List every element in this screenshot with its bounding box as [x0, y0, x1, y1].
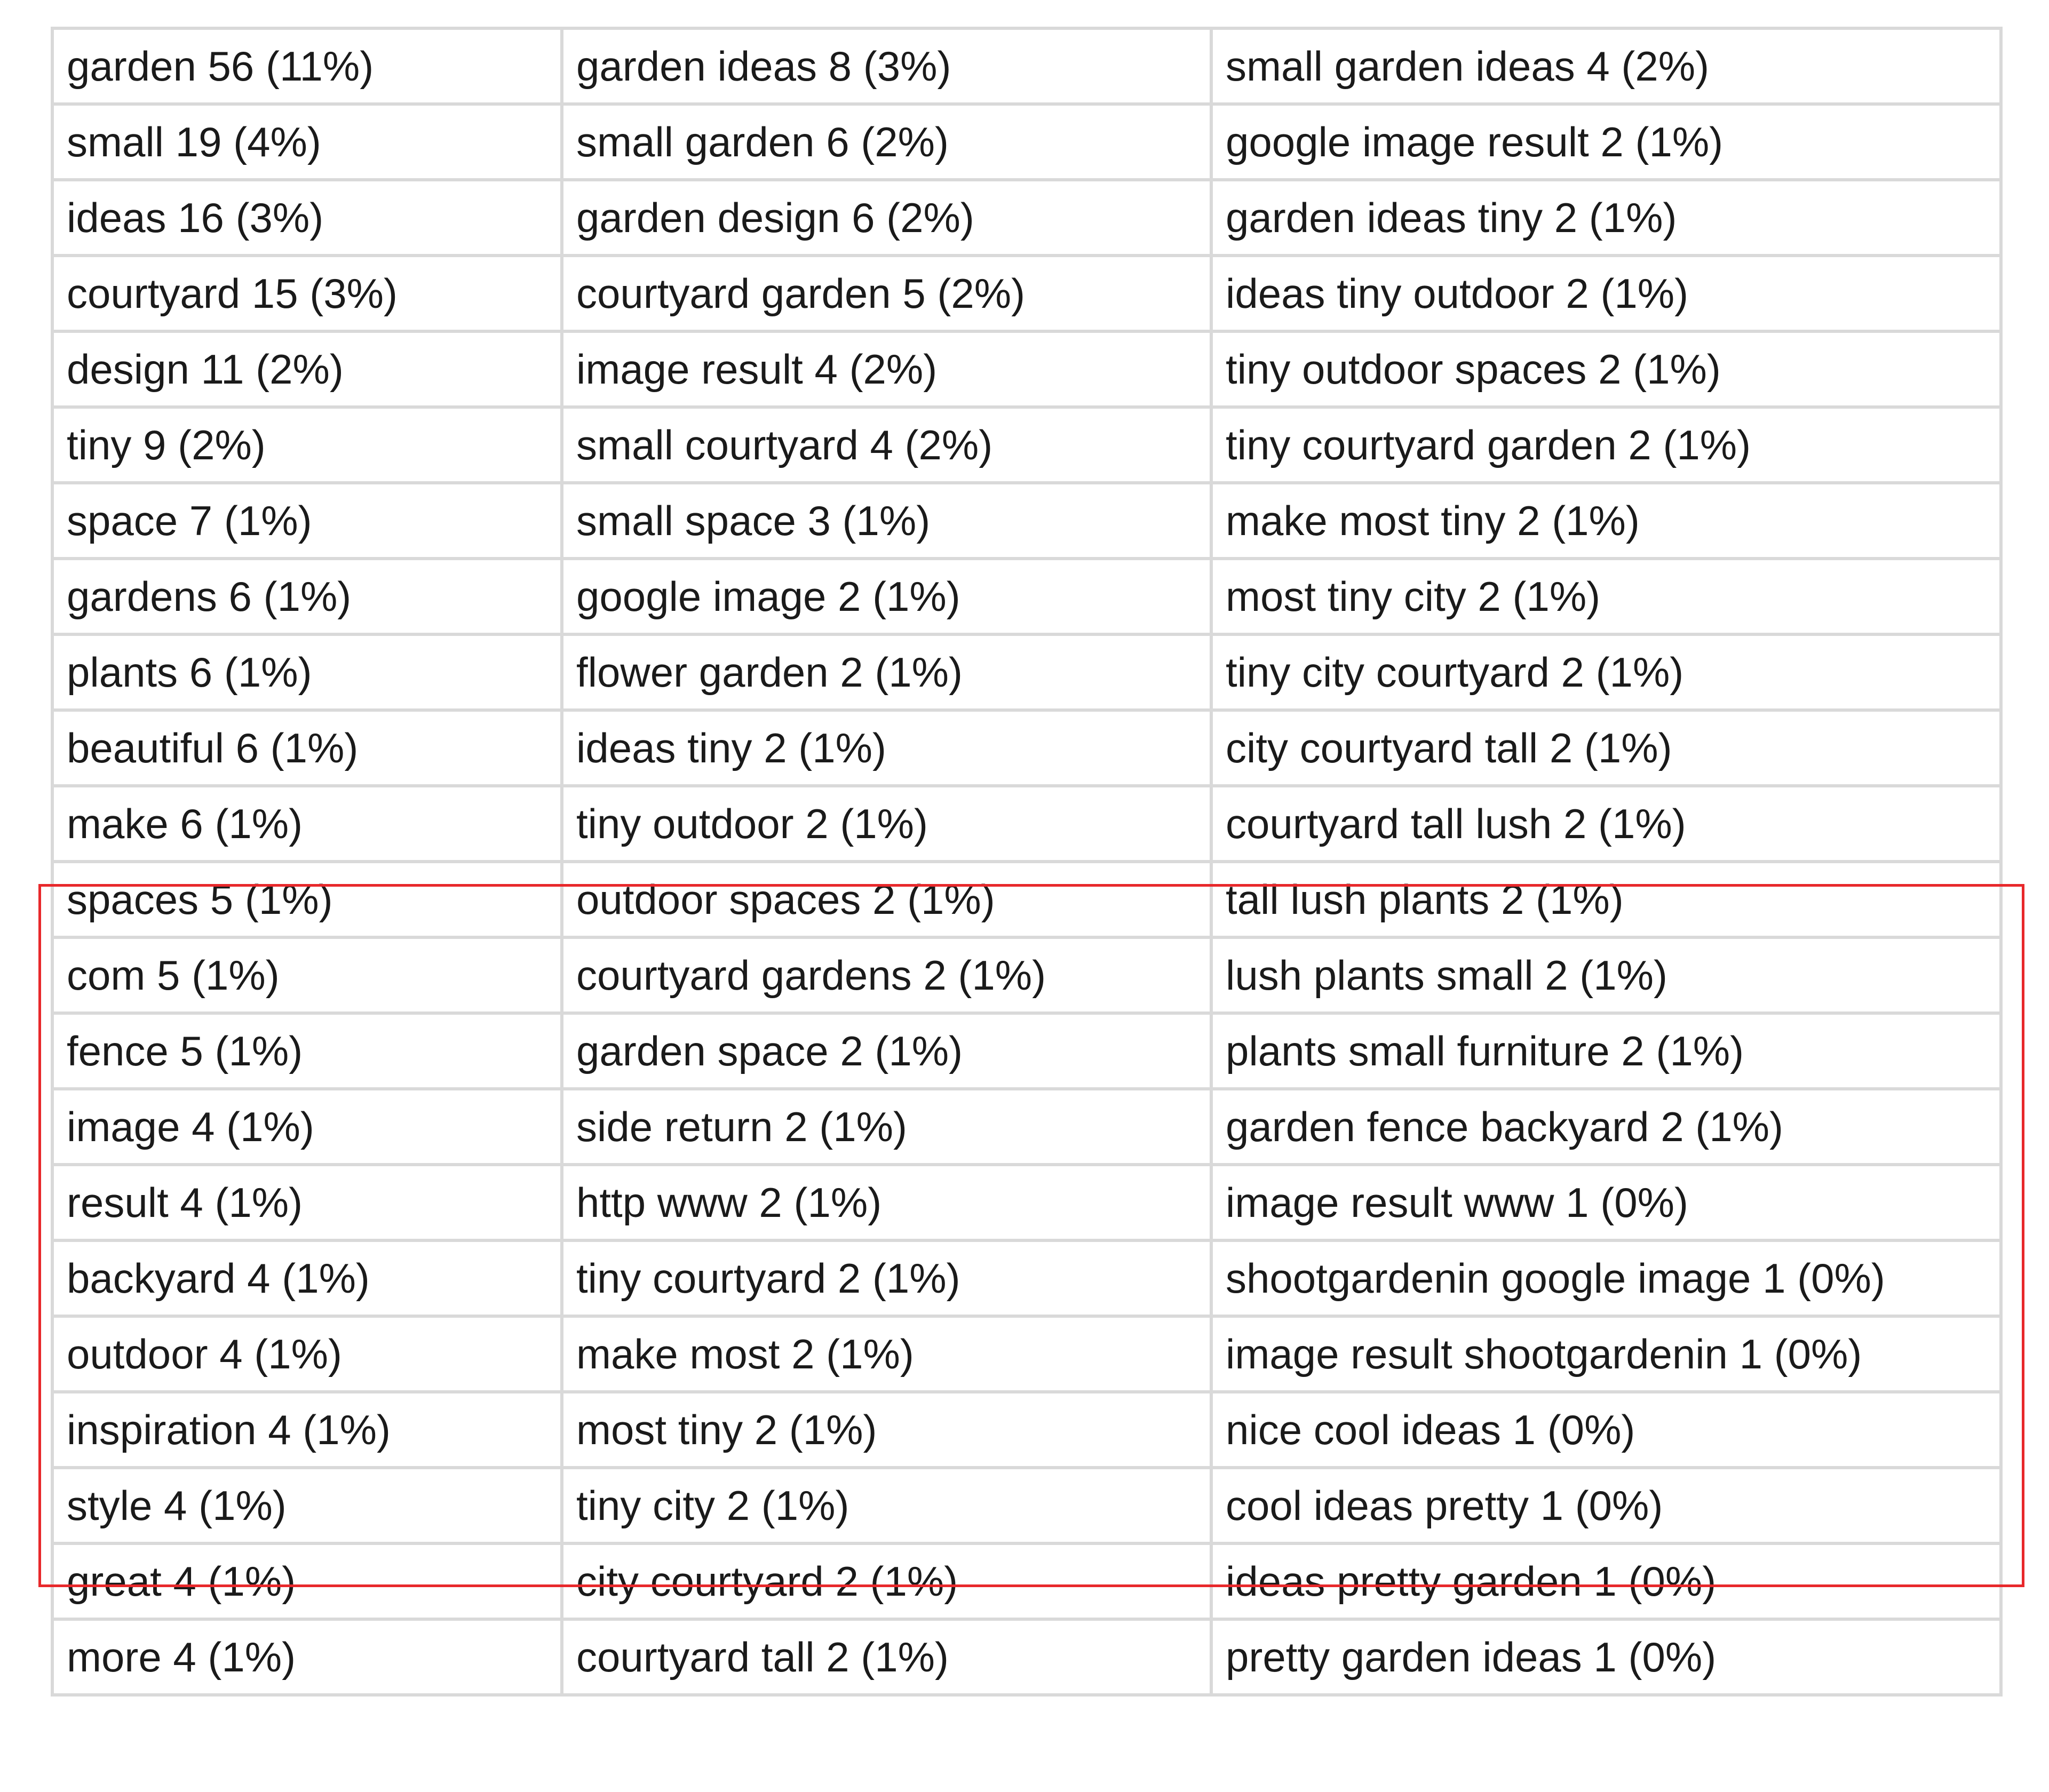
two-word-phrase-cell: http www 2 (1%)	[560, 1163, 1213, 1242]
table-row: more 4 (1%) courtyard tall 2 (1%) pretty g…	[51, 1618, 2003, 1697]
single-word-cell: outdoor 4 (1%)	[51, 1315, 563, 1393]
two-word-phrase-cell: tiny outdoor 2 (1%)	[560, 784, 1213, 863]
single-word-cell: plants 6 (1%)	[51, 633, 563, 712]
table-row: garden 56 (11%) garden ideas 8 (3%) small …	[51, 27, 2003, 106]
table-row: ideas 16 (3%) garden design 6 (2%) garden …	[51, 178, 2003, 257]
two-word-phrase-cell: courtyard gardens 2 (1%)	[560, 936, 1213, 1015]
three-word-phrase-cell: cool ideas pretty 1 (0%)	[1210, 1466, 2003, 1545]
single-word-cell: spaces 5 (1%)	[51, 860, 563, 939]
single-word-cell: inspiration 4 (1%)	[51, 1390, 563, 1469]
single-word-cell: fence 5 (1%)	[51, 1012, 563, 1090]
single-word-cell: com 5 (1%)	[51, 936, 563, 1015]
two-word-phrase-cell: garden space 2 (1%)	[560, 1012, 1213, 1090]
table-row: backyard 4 (1%) tiny courtyard 2 (1%) shoo…	[51, 1239, 2003, 1318]
two-word-phrase-cell: tiny courtyard 2 (1%)	[560, 1239, 1213, 1318]
single-word-cell: beautiful 6 (1%)	[51, 708, 563, 787]
two-word-phrase-cell: tiny city 2 (1%)	[560, 1466, 1213, 1545]
three-word-phrase-cell: image result www 1 (0%)	[1210, 1163, 2003, 1242]
three-word-phrase-cell: tiny city courtyard 2 (1%)	[1210, 633, 2003, 712]
table-row: style 4 (1%) tiny city 2 (1%) cool ideas p…	[51, 1466, 2003, 1545]
table-row: result 4 (1%) http www 2 (1%) image result…	[51, 1163, 2003, 1242]
two-word-phrase-cell: side return 2 (1%)	[560, 1087, 1213, 1166]
table-row: courtyard 15 (3%) courtyard garden 5 (2%)…	[51, 254, 2003, 333]
two-word-phrase-cell: ideas tiny 2 (1%)	[560, 708, 1213, 787]
three-word-phrase-cell: most tiny city 2 (1%)	[1210, 557, 2003, 636]
single-word-cell: garden 56 (11%)	[51, 27, 563, 106]
table-row: great 4 (1%) city courtyard 2 (1%) ideas p…	[51, 1542, 2003, 1621]
table-row: beautiful 6 (1%) ideas tiny 2 (1%) city co…	[51, 708, 2003, 787]
two-word-phrase-cell: small garden 6 (2%)	[560, 102, 1213, 181]
three-word-phrase-cell: garden fence backyard 2 (1%)	[1210, 1087, 2003, 1166]
two-word-phrase-cell: make most 2 (1%)	[560, 1315, 1213, 1393]
single-word-cell: more 4 (1%)	[51, 1618, 563, 1697]
single-word-cell: small 19 (4%)	[51, 102, 563, 181]
table-row: com 5 (1%) courtyard gardens 2 (1%) lush p…	[51, 936, 2003, 1015]
three-word-phrase-cell: small garden ideas 4 (2%)	[1210, 27, 2003, 106]
two-word-phrase-cell: image result 4 (2%)	[560, 330, 1213, 409]
three-word-phrase-cell: ideas tiny outdoor 2 (1%)	[1210, 254, 2003, 333]
table-row: outdoor 4 (1%) make most 2 (1%) image resu…	[51, 1315, 2003, 1393]
keyword-table-body: garden 56 (11%) garden ideas 8 (3%) small …	[51, 27, 2003, 1697]
single-word-cell: make 6 (1%)	[51, 784, 563, 863]
three-word-phrase-cell: plants small furniture 2 (1%)	[1210, 1012, 2003, 1090]
single-word-cell: tiny 9 (2%)	[51, 405, 563, 484]
three-word-phrase-cell: tall lush plants 2 (1%)	[1210, 860, 2003, 939]
two-word-phrase-cell: outdoor spaces 2 (1%)	[560, 860, 1213, 939]
two-word-phrase-cell: flower garden 2 (1%)	[560, 633, 1213, 712]
table-row: design 11 (2%) image result 4 (2%) tiny ou…	[51, 330, 2003, 409]
table-row: small 19 (4%) small garden 6 (2%) google i…	[51, 102, 2003, 181]
single-word-cell: backyard 4 (1%)	[51, 1239, 563, 1318]
table-row: make 6 (1%) tiny outdoor 2 (1%) courtyard …	[51, 784, 2003, 863]
table-row: fence 5 (1%) garden space 2 (1%) plants sm…	[51, 1012, 2003, 1090]
three-word-phrase-cell: garden ideas tiny 2 (1%)	[1210, 178, 2003, 257]
three-word-phrase-cell: ideas pretty garden 1 (0%)	[1210, 1542, 2003, 1621]
two-word-phrase-cell: courtyard tall 2 (1%)	[560, 1618, 1213, 1697]
two-word-phrase-cell: courtyard garden 5 (2%)	[560, 254, 1213, 333]
table-row: tiny 9 (2%) small courtyard 4 (2%) tiny co…	[51, 405, 2003, 484]
two-word-phrase-cell: google image 2 (1%)	[560, 557, 1213, 636]
single-word-cell: image 4 (1%)	[51, 1087, 563, 1166]
single-word-cell: result 4 (1%)	[51, 1163, 563, 1242]
table-row: spaces 5 (1%) outdoor spaces 2 (1%) tall l…	[51, 860, 2003, 939]
single-word-cell: gardens 6 (1%)	[51, 557, 563, 636]
three-word-phrase-cell: make most tiny 2 (1%)	[1210, 481, 2003, 560]
keyword-frequency-table: garden 56 (11%) garden ideas 8 (3%) small …	[51, 27, 2003, 1697]
single-word-cell: ideas 16 (3%)	[51, 178, 563, 257]
single-word-cell: great 4 (1%)	[51, 1542, 563, 1621]
two-word-phrase-cell: most tiny 2 (1%)	[560, 1390, 1213, 1469]
three-word-phrase-cell: shootgardenin google image 1 (0%)	[1210, 1239, 2003, 1318]
three-word-phrase-cell: tiny outdoor spaces 2 (1%)	[1210, 330, 2003, 409]
three-word-phrase-cell: courtyard tall lush 2 (1%)	[1210, 784, 2003, 863]
single-word-cell: design 11 (2%)	[51, 330, 563, 409]
two-word-phrase-cell: garden design 6 (2%)	[560, 178, 1213, 257]
three-word-phrase-cell: pretty garden ideas 1 (0%)	[1210, 1618, 2003, 1697]
two-word-phrase-cell: small space 3 (1%)	[560, 481, 1213, 560]
three-word-phrase-cell: nice cool ideas 1 (0%)	[1210, 1390, 2003, 1469]
three-word-phrase-cell: tiny courtyard garden 2 (1%)	[1210, 405, 2003, 484]
table-row: plants 6 (1%) flower garden 2 (1%) tiny ci…	[51, 633, 2003, 712]
two-word-phrase-cell: small courtyard 4 (2%)	[560, 405, 1213, 484]
three-word-phrase-cell: lush plants small 2 (1%)	[1210, 936, 2003, 1015]
single-word-cell: courtyard 15 (3%)	[51, 254, 563, 333]
single-word-cell: style 4 (1%)	[51, 1466, 563, 1545]
table-row: space 7 (1%) small space 3 (1%) make most …	[51, 481, 2003, 560]
single-word-cell: space 7 (1%)	[51, 481, 563, 560]
three-word-phrase-cell: google image result 2 (1%)	[1210, 102, 2003, 181]
table-row: inspiration 4 (1%) most tiny 2 (1%) nice c…	[51, 1390, 2003, 1469]
three-word-phrase-cell: city courtyard tall 2 (1%)	[1210, 708, 2003, 787]
table-row: gardens 6 (1%) google image 2 (1%) most ti…	[51, 557, 2003, 636]
three-word-phrase-cell: image result shootgardenin 1 (0%)	[1210, 1315, 2003, 1393]
two-word-phrase-cell: city courtyard 2 (1%)	[560, 1542, 1213, 1621]
table-row: image 4 (1%) side return 2 (1%) garden fen…	[51, 1087, 2003, 1166]
two-word-phrase-cell: garden ideas 8 (3%)	[560, 27, 1213, 106]
